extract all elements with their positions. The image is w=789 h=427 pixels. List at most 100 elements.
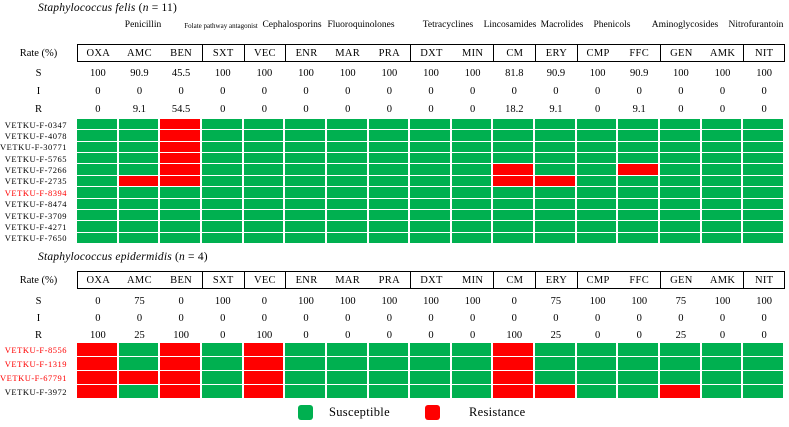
rate-row-S: S 100 90.9 45.5 100 100 100 100 100 100 100 81.8 90.… [0,64,785,82]
grid-cell [285,153,327,165]
grid-cell [451,153,494,165]
grid-cell [576,187,619,199]
rate-row-label: S [35,295,42,307]
rate-value: 0 [719,329,726,341]
grid-cell [618,175,661,188]
grid-cell [77,343,119,357]
rate-value: 0 [136,312,143,324]
grid-cell [243,141,286,154]
antibiotic-header-row: Rate (%) OXA AMC BEN SXT VEC ENR MAR PRA DXT MIN CM… [0,271,785,289]
grid-cell [743,187,785,199]
grid-cell [618,357,661,371]
rate-row-I: I 0 0 0 0 0 0 0 0 0 0 0 0 0 0 0 0 0 [0,82,785,100]
grid-cell [118,371,161,385]
rate-value: 0 [95,312,101,324]
grid-cell [285,141,327,154]
grid-cell [410,119,452,131]
rate-value: 0 [428,103,434,115]
grid-cell [118,343,161,357]
grid-cell [160,141,202,154]
rate-value: 0 [95,103,101,115]
grid-cell [201,209,244,222]
grid-cell [618,130,661,142]
rate-value: 0 [303,85,309,97]
grid-cell [326,187,369,199]
isolate-label: VETKU-F-5765 [4,153,67,164]
grid-cell [535,209,577,222]
grid-cell [285,119,327,131]
grid-cell [660,371,702,385]
rate-value: 0 [636,329,642,341]
grid-cell [77,209,119,222]
grid-cell [743,175,785,188]
rate-value: 100 [756,295,773,307]
antibiotic-code-header: AMC [118,44,161,62]
rate-value: 0 [678,312,684,324]
grid-cell [410,385,452,399]
grid-cell [743,357,785,371]
grid-cell [285,343,327,357]
grid-cell [660,164,702,176]
rate-value: 100 [506,329,523,341]
grid-cell [618,164,661,176]
title-paren-close: ) [203,251,208,263]
isolate-label: VETKU-F-8474 [4,199,67,210]
grid-cell [451,371,494,385]
isolate-label: VETKU-F-67791 [0,373,67,383]
grid-cell [451,164,494,176]
grid-cell [77,385,119,399]
grid-cell [618,343,661,357]
antibiotic-code-header: DXT [410,271,452,289]
grid-cell [160,198,202,210]
isolate-row: VETKU-F-8556 [0,343,785,357]
grid-cell [576,232,619,244]
isolate-row: VETKU-F-1319 [0,357,785,371]
rate-value: 0 [220,329,226,341]
isolate-row: VETKU-F-5765 [0,153,785,165]
grid-cell [410,187,452,199]
grid-cell [618,187,661,199]
grid-cell [660,141,702,154]
rate-value: 0 [511,295,517,307]
grid-cell [743,371,785,385]
resistance-label: Resistance [469,405,526,419]
grid-cell [201,153,244,165]
rate-row-label: S [35,67,42,79]
grid-cell [576,198,619,210]
grid-cell [660,153,702,165]
species-name: Staphylococcus epidermidis [38,251,172,263]
grid-cell [160,357,202,371]
grid-cell [201,141,244,154]
grid-cell [118,130,161,142]
rate-value: 0 [220,103,226,115]
grid-cell [535,371,577,385]
grid-cell [493,357,536,371]
grid-cell [493,371,536,385]
grid-cell [535,141,577,154]
grid-cell [701,141,744,154]
rate-value: 100 [756,67,773,79]
grid-cell [160,385,202,399]
rate-value: 100 [256,329,273,341]
rate-value: 100 [673,67,689,79]
rate-value: 0 [345,312,351,324]
grid-cell [201,343,244,357]
grid-cell [701,371,744,385]
section-title: Staphylococcus felis (n = 11) [38,2,177,14]
grid-cell [743,198,785,210]
rate-value: 90.9 [546,67,566,79]
rate-value: 54.5 [171,103,191,115]
rate-value: 100 [631,295,648,307]
grid-cell [743,221,785,233]
grid-cell [368,164,411,176]
antibiotic-code-header: MIN [451,44,494,62]
grid-cell [535,164,577,176]
rate-value: 0 [761,312,767,324]
grid-cell [285,198,327,210]
class-label: Nitrofurantoin [728,20,784,30]
rate-value: 9.1 [132,103,147,115]
grid-cell [326,221,369,233]
grid-cell [576,385,619,399]
isolate-label: VETKU-F-1319 [4,359,67,369]
